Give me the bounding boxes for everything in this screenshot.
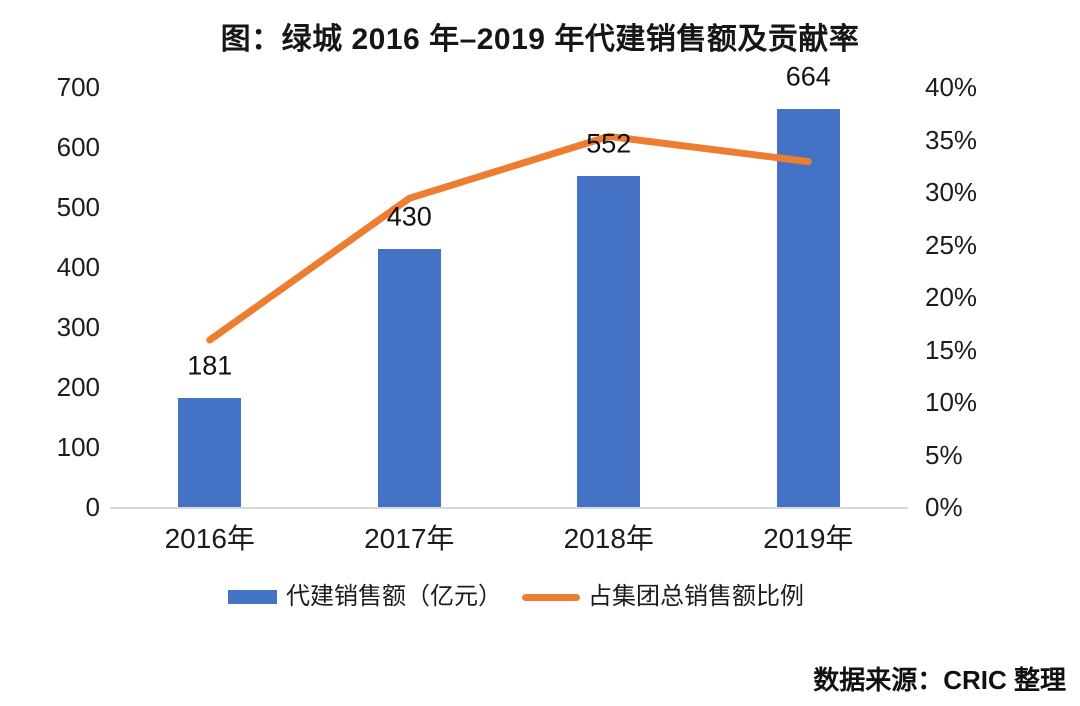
bar-2019年 [776,108,840,507]
right-axis-tick: 35% [925,124,978,155]
left-axis-tick: 500 [56,192,100,222]
legend-bar-swatch-icon [228,590,277,604]
legend-bar-label: 代建销售额（亿元） [286,583,502,610]
bar-value-label: 430 [386,201,432,232]
bar-2018年 [577,175,641,507]
legend-line-label: 占集团总销售额比例 [588,583,804,610]
left-axis-tick: 400 [56,252,100,282]
bar-value-label: 181 [187,350,233,381]
right-axis-tick: 30% [925,177,978,207]
left-axis-tick: 300 [56,312,100,342]
data-source: 数据来源：CRIC 整理 [813,665,1066,695]
x-axis-label: 2019年 [763,523,854,554]
bar-2016年 [178,398,242,507]
right-axis-tick: 10% [925,387,978,417]
chart-title: 图：绿城 2016 年–2019 年代建销售额及贡献率 [220,23,860,56]
right-axis-tick: 25% [925,229,978,260]
bar-2017年 [377,249,441,507]
bar-value-label: 552 [586,128,632,159]
legend-line-swatch-icon [522,593,580,601]
legend: 代建销售额（亿元） 占集团总销售额比例 [228,583,804,611]
bar-value-label: 664 [785,61,831,92]
left-axis-tick: 600 [56,132,100,162]
x-axis-label: 2016年 [164,523,255,554]
left-axis-tick: 0 [85,492,100,522]
x-axis-label: 2017年 [364,523,455,554]
left-axis-tick: 700 [56,72,100,102]
right-axis-tick: 15% [925,334,978,365]
x-axis-line [110,507,908,509]
x-axis-label: 2018年 [563,523,654,554]
right-axis-tick: 0% [925,492,963,522]
right-axis-tick: 20% [925,282,978,312]
left-axis-tick: 100 [56,432,100,462]
right-axis-tick: 40% [925,72,978,102]
left-axis-tick: 200 [56,372,100,402]
right-axis-tick: 5% [925,439,963,470]
